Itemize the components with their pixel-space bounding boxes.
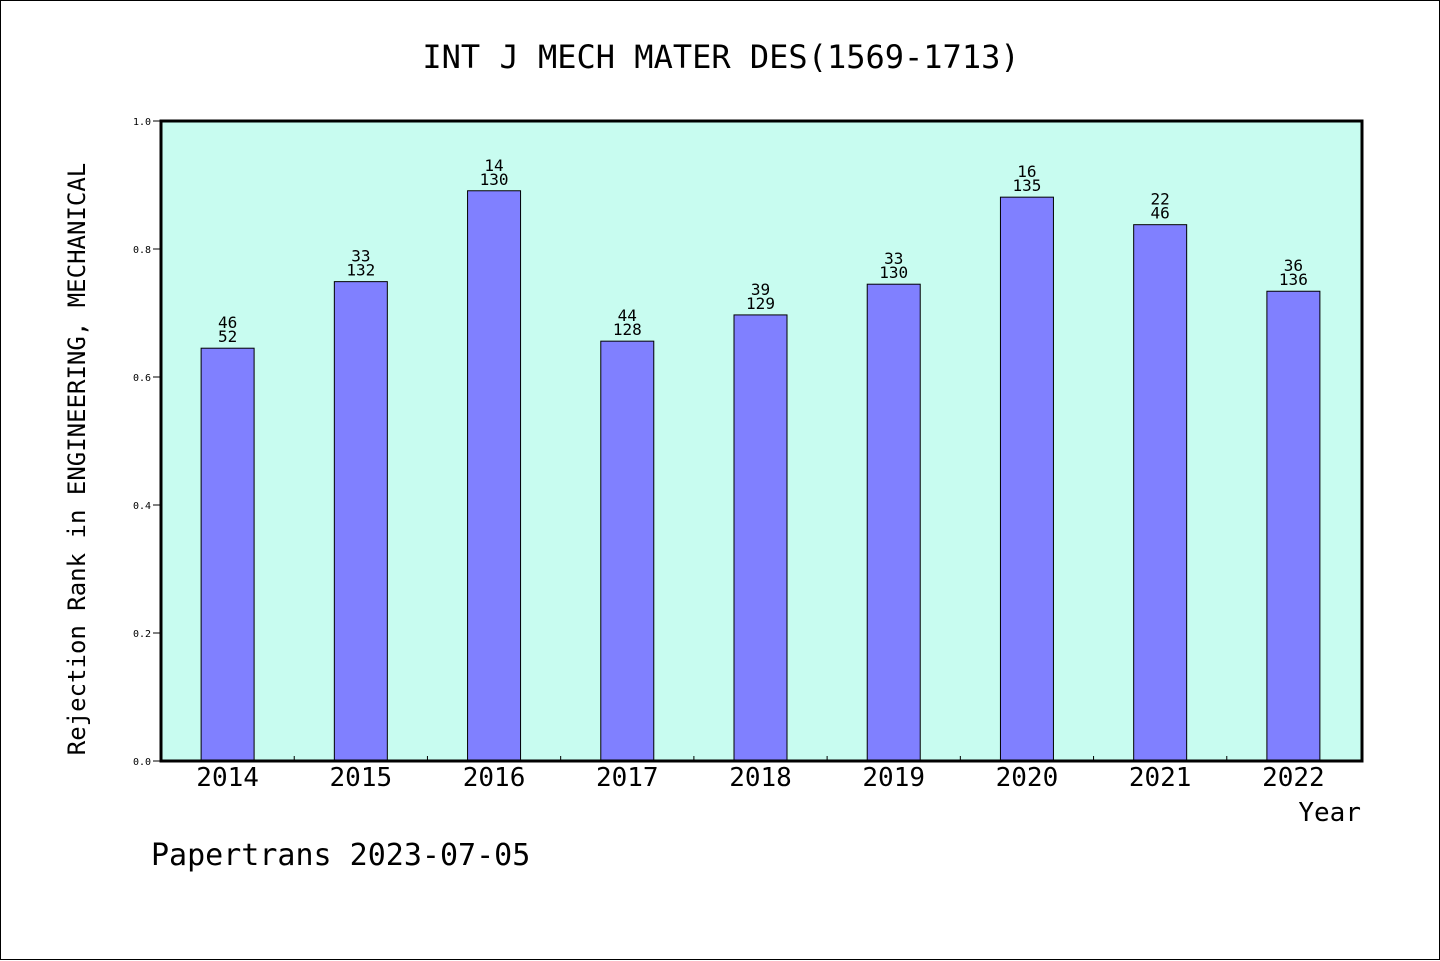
x-tick-label-2018: 2018: [729, 763, 792, 793]
bar-2019: [866, 283, 921, 762]
bar-2015: [333, 281, 388, 762]
y-axis: 0.0 0.2 0.4 0.6 0.8 1.0: [133, 117, 161, 768]
y-tick-label: 0.4: [133, 501, 151, 512]
x-tick-label-2020: 2020: [996, 763, 1059, 793]
data-labels-group: 4652331321413044128391293313016135224636…: [218, 156, 1308, 346]
data-label-bottom-2022: 136: [1279, 270, 1308, 289]
data-label-bottom-2018: 129: [746, 294, 775, 313]
bars-group: [200, 190, 1321, 762]
data-label-top-2018: 39: [751, 280, 770, 299]
data-label-top-2019: 33: [884, 249, 903, 268]
chart-title: INT J MECH MATER DES(1569-1713): [422, 38, 1019, 76]
x-tick-label-2016: 2016: [463, 763, 526, 793]
bar-2017: [600, 340, 655, 762]
x-axis: 2014 2015 2016 2017 2018 2019 2020 2021 2022: [196, 756, 1325, 793]
x-tick-label-2017: 2017: [596, 763, 659, 793]
data-label-top-2015: 33: [351, 247, 370, 266]
x-tick-label-2021: 2021: [1129, 763, 1192, 793]
bar-2018: [733, 314, 788, 762]
bar-2021: [1133, 224, 1188, 762]
bar-2020: [999, 196, 1054, 762]
plot-frame: [159, 119, 1364, 763]
data-label-top-2021: 22: [1151, 190, 1170, 209]
x-tick-label-2019: 2019: [862, 763, 925, 793]
x-tick-label-2022: 2022: [1262, 763, 1325, 793]
data-label-bottom-2020: 135: [1012, 176, 1041, 195]
bar-2016: [467, 190, 522, 762]
x-tick-label-2014: 2014: [196, 763, 259, 793]
data-label-bottom-2014: 52: [218, 327, 237, 346]
data-label-top-2014: 46: [218, 313, 237, 332]
bar-2022: [1266, 290, 1321, 762]
y-tick-label: 1.0: [133, 117, 151, 128]
data-label-bottom-2015: 132: [346, 261, 375, 280]
y-tick-label: 0.0: [133, 757, 151, 768]
y-tick-label: 0.2: [133, 629, 151, 640]
data-label-top-2017: 44: [618, 306, 637, 325]
y-tick-label: 0.8: [133, 245, 151, 256]
data-label-bottom-2017: 128: [613, 320, 642, 339]
data-label-top-2020: 16: [1017, 162, 1036, 181]
data-label-bottom-2019: 130: [879, 263, 908, 282]
data-label-bottom-2016: 130: [480, 170, 509, 189]
data-label-top-2016: 14: [484, 156, 503, 175]
y-axis-label: Rejection Rank in ENGINEERING, MECHANICA…: [63, 163, 91, 755]
bar-2014: [200, 347, 255, 762]
y-tick-label: 0.6: [133, 373, 151, 384]
data-label-top-2022: 36: [1284, 256, 1303, 275]
footer-credit: Papertrans 2023-07-05: [151, 838, 530, 873]
data-label-bottom-2021: 46: [1151, 204, 1170, 223]
x-tick-label-2015: 2015: [330, 763, 393, 793]
x-axis-label: Year: [1298, 798, 1361, 828]
